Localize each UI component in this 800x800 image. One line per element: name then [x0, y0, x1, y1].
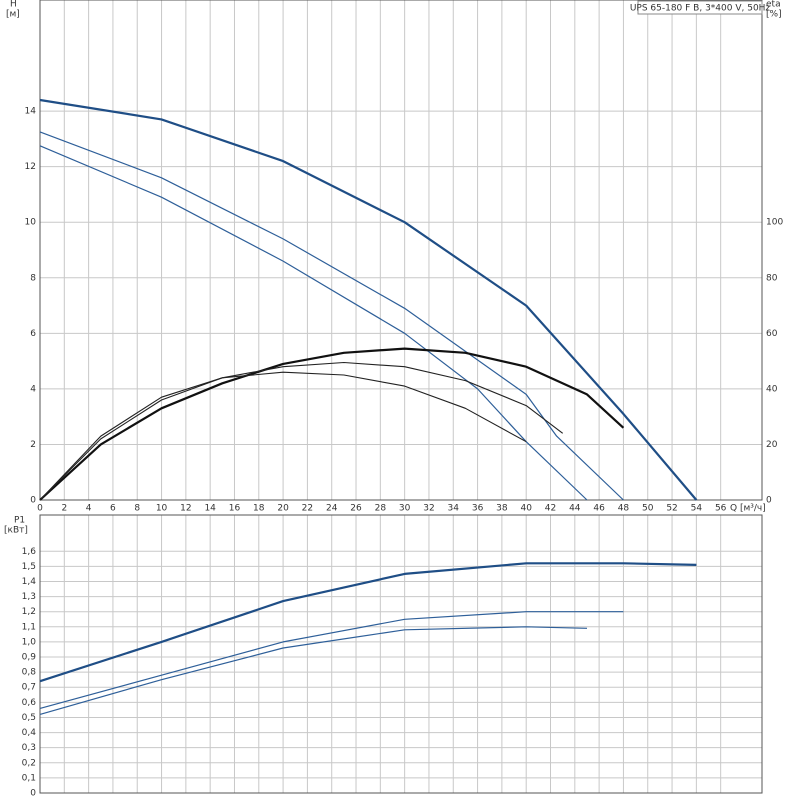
curve: [39, 131, 624, 501]
x-tick-label: 46: [593, 504, 605, 514]
y-tick-label: 0,1: [22, 773, 36, 783]
y2-tick-label: 20: [766, 440, 778, 450]
y2-tick-label: 80: [766, 273, 778, 283]
y-tick-label: 10: [25, 218, 37, 228]
title-box: [637, 0, 763, 15]
y-tick-label: 1,6: [22, 547, 37, 557]
curve: [39, 347, 625, 501]
y-tick-label: 12: [25, 162, 36, 172]
curve: [39, 145, 588, 501]
x-tick-label: 36: [472, 504, 484, 514]
x-tick-label: 44: [569, 504, 581, 514]
x-tick-label: 48: [618, 504, 630, 514]
x-tick-label: 0: [37, 504, 43, 514]
y-tick-label: 6: [30, 329, 36, 339]
x-tick-label: 28: [375, 504, 387, 514]
curve: [39, 361, 564, 501]
x-tick-label: 12: [180, 504, 191, 514]
x-label: Q [м³/ч]: [730, 504, 766, 514]
chart-title: UPS 65-180 F B, 3*400 V, 50Hz: [630, 4, 771, 14]
y-tick-label: 0: [30, 789, 36, 799]
x-tick-label: 10: [156, 504, 168, 514]
y-tick-label: 14: [25, 107, 37, 117]
y-unit: [м]: [6, 10, 20, 20]
x-tick-label: 42: [545, 504, 556, 514]
y2-tick-label: 40: [766, 384, 778, 394]
y-tick-label: 8: [30, 273, 36, 283]
y-tick-label: 0,6: [22, 698, 37, 708]
curve: [39, 626, 588, 715]
x-tick-label: 20: [277, 504, 289, 514]
x-tick-label: 26: [350, 504, 362, 514]
x-tick-label: 34: [448, 504, 460, 514]
y-tick-label: 0,8: [22, 668, 37, 678]
x-tick-label: 8: [134, 504, 140, 514]
x-tick-label: 40: [520, 504, 532, 514]
curve: [39, 371, 527, 501]
y-tick-label: 0,9: [22, 653, 37, 663]
x-tick-label: 14: [204, 504, 216, 514]
y2-unit: [%]: [766, 10, 782, 20]
y-tick-label: 0,5: [22, 713, 36, 723]
x-tick-label: 50: [642, 504, 654, 514]
y-unit: [кВт]: [4, 526, 28, 536]
y-label: P1: [14, 516, 25, 526]
y-tick-label: 1,2: [22, 607, 36, 617]
y-tick-label: 1,1: [22, 622, 36, 632]
y-label: H: [10, 0, 17, 10]
x-tick-label: 2: [61, 504, 67, 514]
y-tick-label: 1,5: [22, 562, 36, 572]
x-tick-label: 4: [86, 504, 92, 514]
x-tick-label: 18: [253, 504, 265, 514]
y-tick-label: 0: [30, 496, 36, 506]
x-tick-label: 6: [110, 504, 116, 514]
x-tick-label: 24: [326, 504, 338, 514]
x-tick-label: 38: [496, 504, 508, 514]
curve: [39, 562, 697, 683]
y-tick-label: 1,0: [22, 637, 37, 647]
plot-frame: [39, 0, 763, 501]
x-tick-label: 22: [302, 504, 313, 514]
plot-frame: [39, 514, 763, 794]
y2-tick-label: 100: [766, 218, 783, 228]
x-tick-label: 32: [423, 504, 434, 514]
y2-tick-label: 0: [766, 496, 772, 506]
x-tick-label: 30: [399, 504, 411, 514]
y-tick-label: 1,4: [22, 577, 37, 587]
curve: [39, 611, 624, 709]
y-tick-label: 0,4: [22, 728, 37, 738]
x-tick-label: 16: [229, 504, 241, 514]
x-tick-label: 52: [666, 504, 677, 514]
x-tick-label: 54: [691, 504, 703, 514]
y-tick-label: 1,3: [22, 592, 36, 602]
y-tick-label: 4: [30, 384, 36, 394]
x-tick-label: 56: [715, 504, 727, 514]
y2-tick-label: 60: [766, 329, 778, 339]
y-tick-label: 0,3: [22, 743, 36, 753]
y-tick-label: 0,2: [22, 758, 36, 768]
y-tick-label: 0,7: [22, 683, 36, 693]
y-tick-label: 2: [30, 440, 36, 450]
curve: [39, 98, 698, 501]
y2-label: eta: [766, 0, 781, 10]
